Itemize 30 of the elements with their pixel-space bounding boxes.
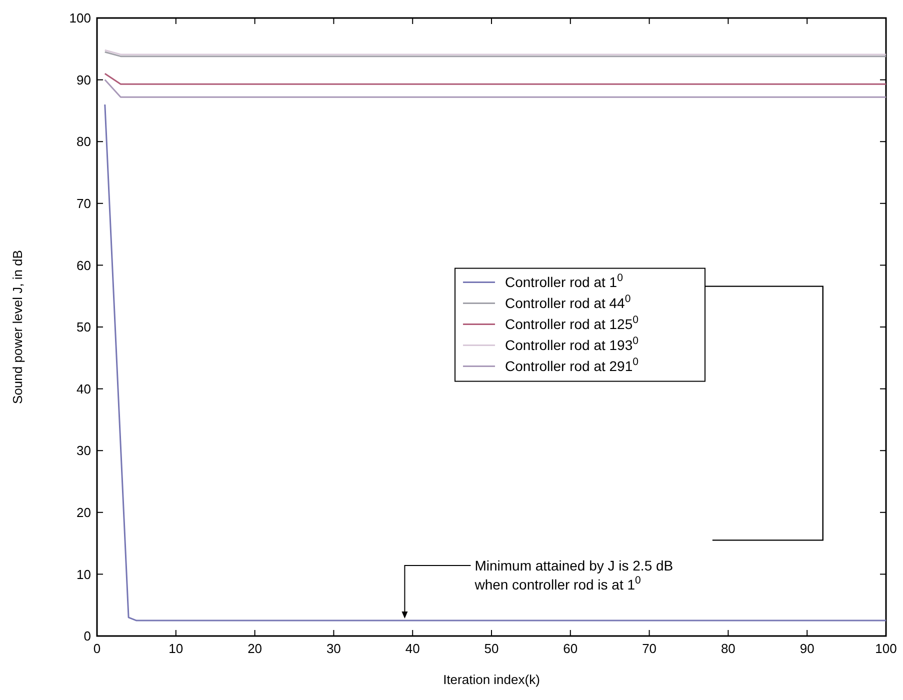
x-tick-label: 70 <box>642 641 657 656</box>
x-tick-label: 60 <box>563 641 578 656</box>
x-tick-label: 0 <box>93 641 101 656</box>
y-tick-label: 80 <box>76 134 91 150</box>
y-tick-label: 100 <box>69 10 91 26</box>
x-tick-label: 20 <box>248 641 262 656</box>
y-tick-label: 60 <box>76 258 91 273</box>
legend-label: Controller rod at 193$^{0}$ <box>505 335 639 354</box>
x-tick-label: 40 <box>405 641 420 656</box>
x-tick-label: 50 <box>484 641 499 656</box>
y-axis-title: Sound power level J, in dB <box>10 250 25 404</box>
x-tick-label: 10 <box>168 641 184 656</box>
y-tick-label: 90 <box>76 72 91 88</box>
y-tick-label: 50 <box>76 320 91 335</box>
legend-label: Controller rod at 291$^{0}$ <box>505 356 639 374</box>
y-tick-label: 30 <box>76 443 91 458</box>
legend-label: Controller rod at 44$^{0}$ <box>505 293 631 312</box>
x-tick-label: 30 <box>326 641 341 656</box>
y-tick-label: 0 <box>84 628 91 644</box>
legend-label: Controller rod at 125$^{0}$ <box>505 314 639 332</box>
y-tick-label: 20 <box>76 504 91 520</box>
x-tick-label: 80 <box>720 641 736 656</box>
y-tick-label: 70 <box>76 196 91 211</box>
annotation: Minimum attained by J is 2.5 dB when controller rod is at 1$^{0}$ <box>474 558 674 593</box>
y-tick-label: 40 <box>76 381 91 396</box>
x-tick-label: 100 <box>875 641 897 656</box>
legend-label: Controller rod at 1$^{0}$ <box>505 272 624 290</box>
y-tick-label: 10 <box>76 566 91 582</box>
x-axis-title: Iteration index(k) <box>443 672 540 687</box>
x-tick-label: 90 <box>800 641 814 656</box>
